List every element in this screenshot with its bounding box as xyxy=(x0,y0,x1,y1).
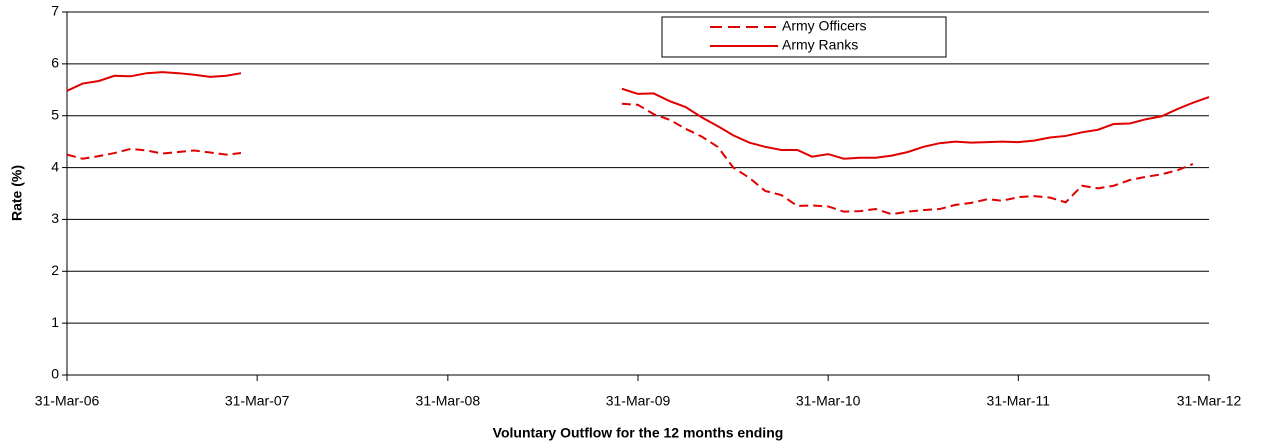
x-tick-label: 31-Mar-06 xyxy=(35,393,100,409)
series-line xyxy=(66,71,1210,160)
legend-label: Army Officers xyxy=(782,18,867,34)
x-tick-label: 31-Mar-09 xyxy=(606,393,671,409)
y-axis-title: Rate (%) xyxy=(9,165,25,221)
y-tick-label: 6 xyxy=(51,55,59,71)
x-tick-label: 31-Mar-10 xyxy=(796,393,861,409)
y-tick-label: 3 xyxy=(51,210,59,226)
series-line xyxy=(66,102,1194,216)
y-tick-label: 4 xyxy=(51,158,59,174)
x-axis-title: Voluntary Outflow for the 12 months endi… xyxy=(493,425,784,441)
x-tick-label: 31-Mar-12 xyxy=(1177,393,1242,409)
y-tick-label: 7 xyxy=(51,3,59,19)
y-tick-label: 0 xyxy=(51,366,59,382)
y-tick-label: 1 xyxy=(51,314,59,330)
x-tick-label: 31-Mar-08 xyxy=(416,393,481,409)
x-tick-label: 31-Mar-07 xyxy=(225,393,290,409)
legend-box xyxy=(661,16,947,58)
y-tick-label: 2 xyxy=(51,262,59,278)
y-tick-label: 5 xyxy=(51,106,59,122)
legend-label: Army Ranks xyxy=(782,37,858,53)
x-tick-label: 31-Mar-11 xyxy=(987,393,1051,409)
